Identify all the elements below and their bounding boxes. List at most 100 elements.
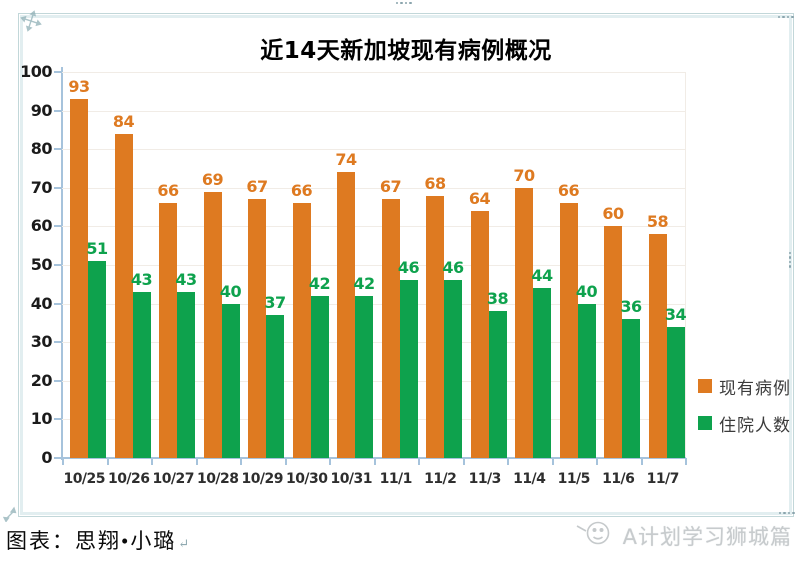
y-axis-tick: [54, 341, 61, 344]
x-axis-tick: [240, 458, 242, 465]
bar-value-label: 93: [68, 77, 90, 97]
bar-value-label: 46: [442, 258, 464, 278]
existing-cases-bar: [559, 203, 578, 458]
y-axis-label: 50: [30, 255, 53, 274]
existing-cases-bar: [470, 210, 489, 458]
x-axis-tick: [418, 458, 420, 465]
existing-cases-bar: [248, 199, 266, 458]
watermark-text: A计划学习狮城篇: [622, 525, 792, 549]
hospitalized-bar: [221, 303, 240, 458]
existing-cases-bar: [159, 203, 177, 458]
y-axis-label: 10: [30, 409, 53, 429]
y-axis-tick: [54, 457, 61, 459]
x-axis-tick: [373, 458, 376, 465]
x-axis-tick: [685, 458, 687, 465]
x-axis-tick: [151, 458, 153, 465]
existing-cases-bar: [381, 199, 400, 458]
existing-cases-bar: [604, 226, 622, 458]
bar-value-label: 43: [175, 270, 197, 290]
gridline: [62, 187, 685, 189]
x-axis-label: 10/30: [285, 471, 328, 487]
selection-handle-bottom-right[interactable]: [779, 512, 795, 515]
gridline: [62, 226, 685, 228]
chart-title: 近14天新加坡现有病例概况: [260, 38, 552, 64]
y-axis-tick: [54, 109, 61, 112]
hospitalized-bar: [310, 295, 329, 458]
x-axis-label: 10/29: [241, 471, 284, 487]
hospitalized-bar: [88, 261, 106, 458]
bar-value-label: 67: [379, 177, 402, 197]
x-axis-tick: [284, 458, 287, 465]
watermark: A计划学习狮城篇: [575, 518, 792, 554]
existing-cases-bar: [70, 99, 88, 458]
legend-swatch-green: [698, 416, 712, 430]
y-axis-tick: [54, 302, 61, 305]
bar-value-label: 43: [130, 270, 153, 290]
bar-value-label: 36: [620, 297, 642, 317]
hospitalized-bar: [622, 319, 640, 458]
x-axis-tick: [195, 458, 198, 465]
bar-value-label: 60: [602, 204, 624, 224]
chart-object-frame[interactable]: 近14天新加坡现有病例概况 100 90 80 70 60 50 40 30 20 10 0 10/2…: [18, 13, 794, 517]
legend-swatch-orange: [698, 379, 712, 393]
x-axis-label: 10/25: [63, 471, 106, 487]
y-axis-label: 90: [30, 100, 53, 120]
hospitalized-bar: [355, 295, 373, 458]
legend-item-existing-cases: 现有病例: [698, 376, 791, 398]
y-axis-label: 20: [30, 370, 53, 390]
y-axis-label: 40: [30, 293, 53, 313]
y-axis-label: 30: [30, 332, 53, 352]
gridline: [62, 419, 685, 421]
bar-value-label: 69: [201, 169, 224, 189]
bar-value-label: 66: [557, 181, 580, 201]
existing-cases-bar: [114, 133, 133, 458]
caption-text: 图表：思翔•小璐: [6, 529, 177, 553]
y-axis-tick: [54, 264, 61, 266]
x-axis-label: 10/26: [107, 471, 150, 487]
x-axis-label: 10/28: [196, 471, 239, 487]
legend-label: 住院人数: [719, 415, 791, 435]
resize-arrow-icon[interactable]: [2, 506, 17, 526]
y-axis-label: 0: [41, 448, 52, 467]
gridline: [62, 265, 685, 266]
hospitalized-bar: [666, 326, 685, 458]
existing-cases-bar: [292, 203, 311, 458]
gridline: [62, 72, 685, 73]
x-axis-label: 10/27: [152, 471, 195, 487]
existing-cases-bar: [515, 187, 533, 458]
x-axis-label: 11/5: [557, 471, 591, 487]
bar-value-label: 84: [112, 111, 135, 131]
y-axis-tick: [54, 379, 61, 382]
y-axis-label: 100: [20, 62, 52, 81]
x-axis-label: 11/4: [513, 471, 546, 487]
selection-handle-top-right[interactable]: [778, 16, 794, 19]
x-axis-label: 11/7: [646, 471, 680, 487]
bar-value-label: 42: [353, 273, 375, 293]
hospitalized-bar: [266, 315, 284, 458]
chart-legend: 现有病例 住院人数: [698, 376, 791, 435]
hospitalized-bar: [533, 288, 551, 458]
hospitalized-bar: [177, 292, 195, 458]
bar-value-label: 58: [646, 212, 669, 232]
bar-value-label: 42: [308, 273, 331, 293]
bar-value-label: 68: [424, 173, 446, 193]
y-axis-tick: [54, 418, 61, 421]
x-axis-label: 11/1: [379, 471, 413, 487]
bar-value-label: 74: [335, 150, 357, 170]
hospitalized-bar: [488, 311, 507, 458]
legend-label: 现有病例: [719, 378, 791, 398]
object-anchor-icon[interactable]: [20, 10, 42, 36]
hospitalized-bar: [132, 292, 151, 458]
x-axis-label: 10/31: [330, 471, 373, 487]
selection-handle-top-center[interactable]: [396, 2, 412, 5]
bar-value-label: 44: [531, 266, 553, 286]
x-axis-label: 11/6: [602, 471, 635, 487]
y-axis-line: [61, 67, 63, 460]
y-axis-label: 60: [30, 216, 53, 236]
bar-value-label: 40: [219, 281, 242, 301]
y-axis-tick: [54, 225, 61, 228]
bar-value-label: 51: [86, 239, 108, 259]
x-axis-tick: [106, 458, 109, 465]
selection-handle-middle-right[interactable]: [789, 252, 792, 268]
